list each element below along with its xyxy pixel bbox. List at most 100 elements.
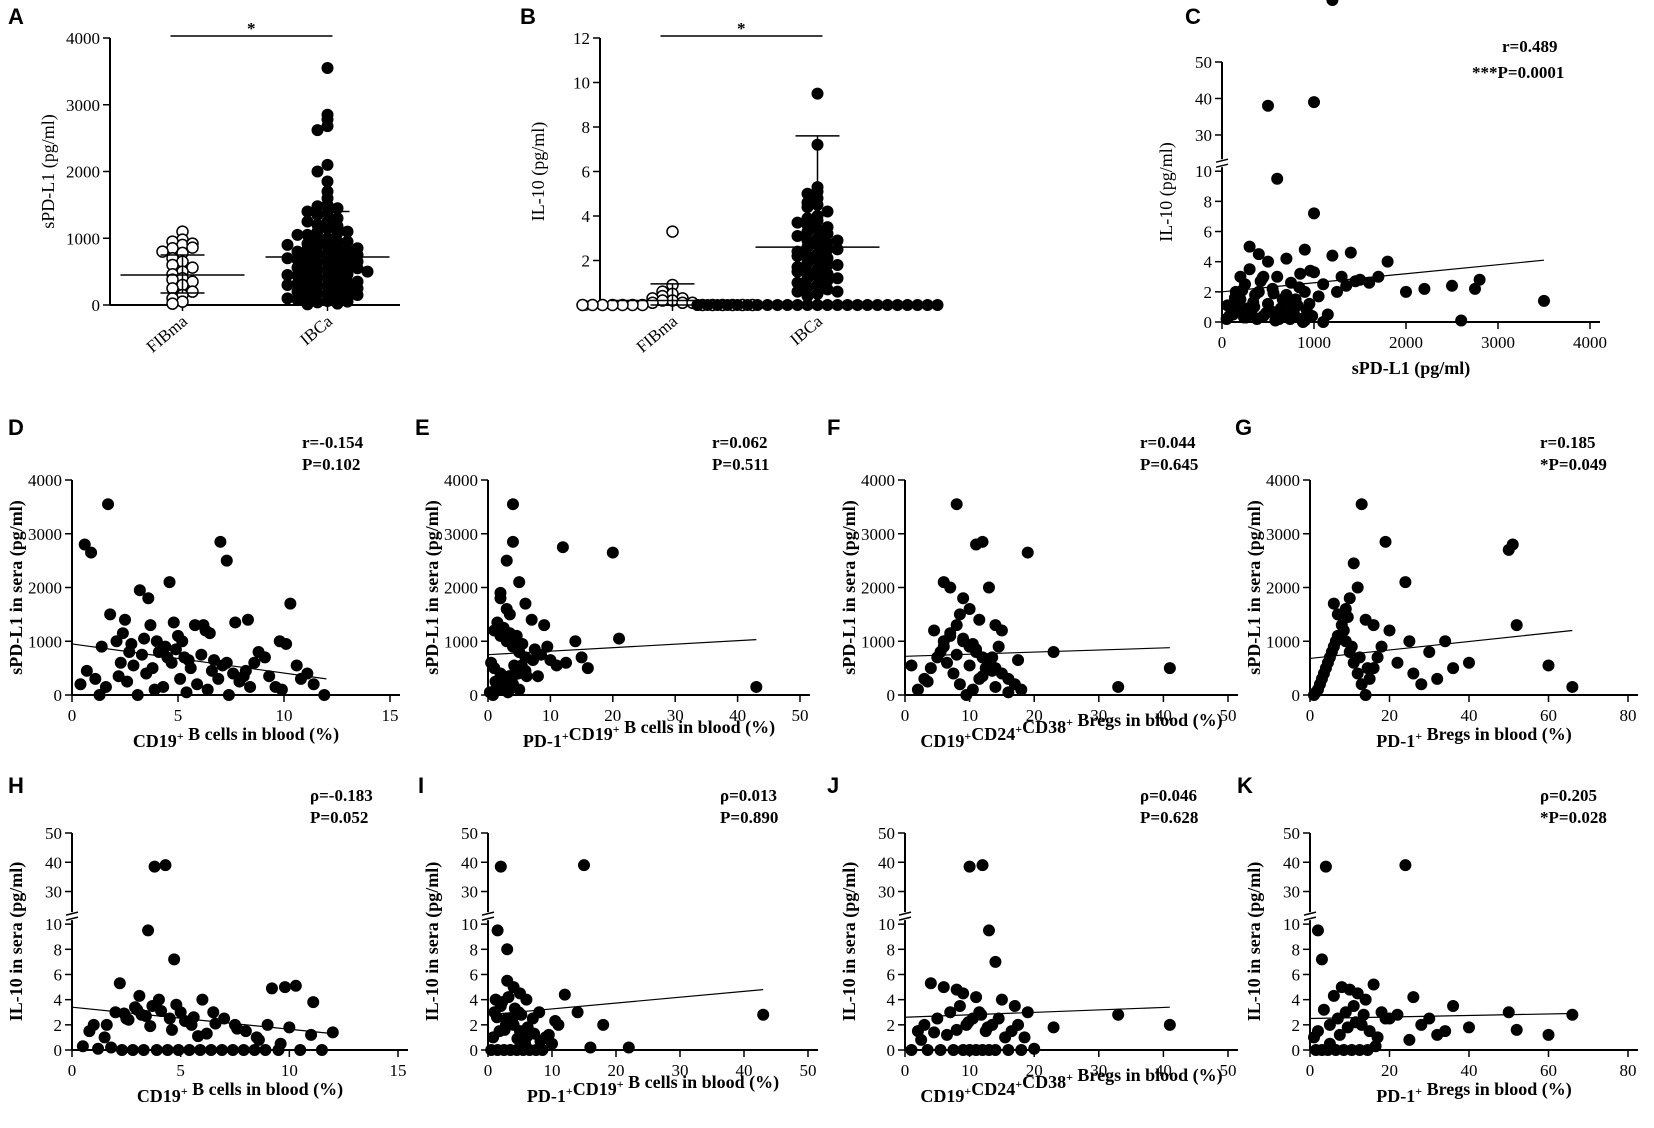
data-point: [957, 592, 970, 605]
data-point: [326, 1026, 339, 1039]
data-point: [934, 1044, 947, 1056]
data-point: [133, 989, 146, 1002]
data-point: [280, 637, 293, 650]
data-point: [1357, 1008, 1370, 1021]
data-point: [1399, 576, 1412, 589]
data-point: [1383, 624, 1396, 637]
x-axis-title: CD19+CD24+CD38+ Bregs in blood (%): [920, 1065, 1222, 1106]
y-tick-label: 2000: [66, 163, 100, 182]
data-point: [212, 672, 225, 685]
y-tick-label: 6: [582, 163, 591, 182]
data-point: [1344, 246, 1357, 259]
data-point-ibca: [321, 120, 334, 133]
data-point: [1223, 309, 1236, 322]
data-point: [1262, 255, 1274, 268]
data-point-ibca: [701, 299, 714, 311]
data-point: [911, 683, 924, 696]
data-point: [144, 1020, 157, 1033]
data-point: [172, 629, 184, 642]
data-point: [1423, 1012, 1436, 1025]
data-point-ibca: [281, 292, 294, 305]
stat-coefficient: r=0.044: [1140, 433, 1196, 452]
data-point: [307, 678, 320, 691]
data-point: [506, 498, 519, 511]
y-tick-label: 8: [470, 940, 479, 959]
data-point-ibca: [811, 87, 824, 100]
x-tick-label: 30: [672, 1061, 689, 1080]
data-point-ibca: [821, 227, 834, 240]
x-tick-label: 10: [542, 706, 559, 725]
data-point: [1349, 1016, 1362, 1029]
significance-marker: *: [737, 19, 746, 38]
regression-line: [904, 647, 1170, 657]
stat-p-value: P=0.052: [310, 808, 368, 827]
data-point: [578, 859, 590, 872]
data-point: [294, 1044, 307, 1056]
data-point: [1361, 662, 1374, 675]
data-point: [1315, 953, 1328, 966]
data-point-ibca: [821, 274, 834, 287]
data-point: [1012, 1018, 1025, 1031]
x-tick-label: 10: [276, 706, 293, 725]
x-tick-label: 60: [1540, 1061, 1557, 1080]
y-axis-title: sPD-L1 in sera (pg/ml): [422, 500, 443, 675]
panel-letter: I: [418, 773, 424, 798]
data-point: [534, 1035, 547, 1048]
y-tick-label: 8: [1292, 940, 1301, 959]
data-point-ibca: [691, 299, 704, 311]
panel-g: G 0 1000 2000 3000 4000 0 20 40 60 80 r=0.185 *P=0.0…: [1235, 415, 1638, 751]
data-point: [1291, 299, 1304, 312]
data-point: [1463, 1021, 1475, 1034]
data-point-ibca: [801, 290, 814, 303]
data-point: [494, 860, 507, 873]
y-tick-label: 50: [878, 824, 895, 843]
data-point: [1403, 635, 1416, 648]
data-point: [1252, 248, 1265, 261]
panel-j: J 0 2 4 6 8 10 30 40 50 0 10 20 30 40 50 ρ=0.046 P=0.628 C…: [827, 773, 1238, 1106]
y-tick-label: 1000: [1266, 632, 1300, 651]
stat-coefficient: ρ=0.046: [1140, 786, 1197, 805]
data-point: [133, 584, 146, 597]
data-point: [905, 1044, 918, 1056]
data-point: [1369, 1040, 1382, 1053]
data-point: [265, 982, 278, 995]
data-point: [1163, 1018, 1176, 1031]
data-point: [921, 1044, 934, 1056]
data-point-ibca: [731, 299, 744, 311]
y-tick-label: 50: [461, 824, 478, 843]
data-point: [1375, 640, 1388, 653]
data-point: [986, 651, 999, 664]
data-point-ibca: [791, 230, 804, 243]
data-point: [1391, 1008, 1404, 1021]
panel-f: F 0 1000 2000 3000 4000 0 10 20 30 40 50 r=0.044 P=0.…: [827, 415, 1238, 751]
data-point: [934, 646, 947, 658]
y-tick-label: 4: [54, 991, 63, 1010]
data-point-ibca: [791, 285, 804, 298]
data-point: [1400, 285, 1412, 298]
x-tick-label: 40: [729, 706, 746, 725]
data-point: [222, 689, 235, 701]
data-point: [114, 656, 127, 669]
data-point-ibca: [781, 299, 794, 311]
data-point: [982, 924, 995, 937]
data-point: [1304, 264, 1317, 277]
y-tick-label: 1000: [66, 229, 100, 248]
data-point: [1326, 0, 1339, 6]
data-point: [95, 640, 108, 653]
data-point: [525, 613, 538, 626]
x-tick-label: 60: [1540, 706, 1557, 725]
data-point-ibca: [331, 297, 344, 310]
panel-e: E 0 1000 2000 3000 4000 0 10 20 30 40 50 r=0.062 P=0.…: [415, 415, 810, 751]
x-tick-label: 20: [1026, 1061, 1043, 1080]
data-point: [188, 619, 201, 632]
y-tick-label: 4: [470, 991, 479, 1010]
data-point: [581, 662, 594, 675]
data-point: [209, 1017, 222, 1030]
y-tick-label: 0: [470, 1041, 479, 1060]
data-point: [116, 627, 129, 640]
y-tick-label: 0: [1292, 686, 1301, 705]
data-point: [513, 576, 526, 589]
y-tick-label: 2000: [444, 579, 478, 598]
data-point: [98, 1031, 111, 1044]
axis-break: [902, 912, 908, 921]
